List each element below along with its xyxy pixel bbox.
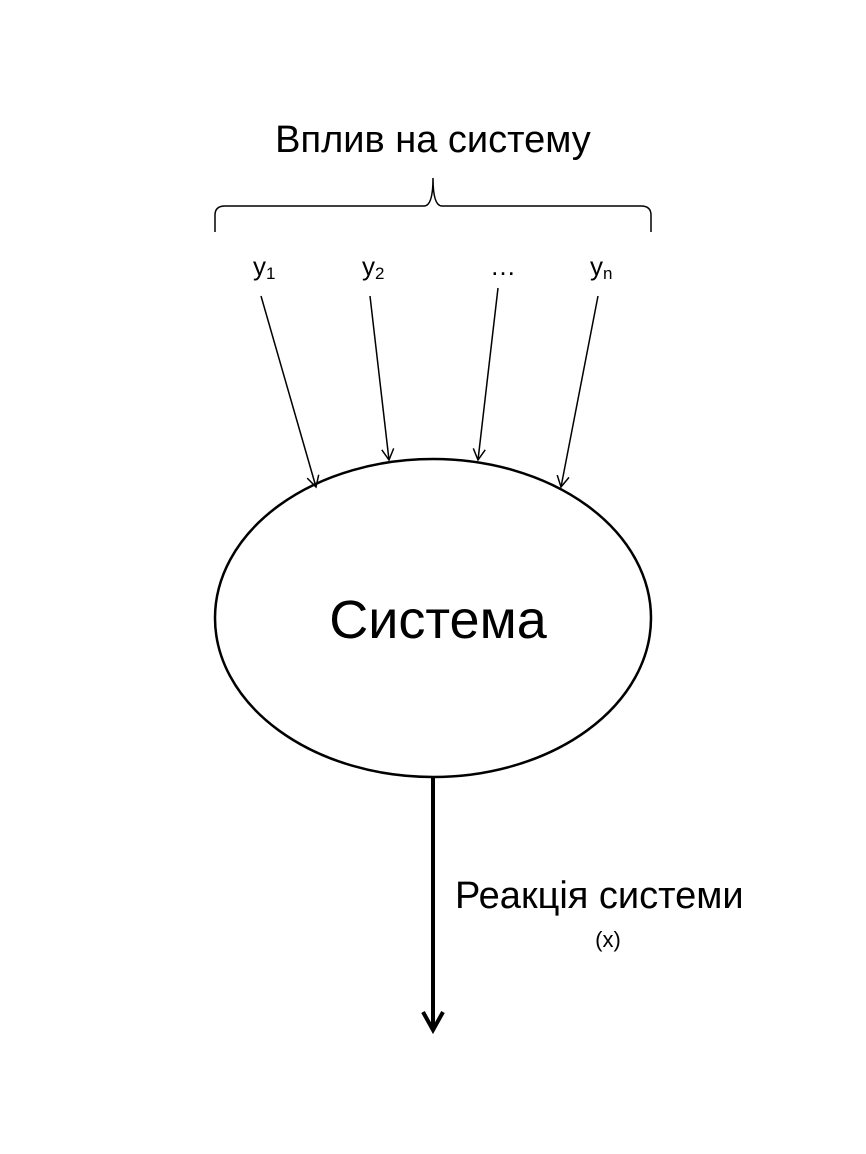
- influence-label: Вплив на систему: [275, 119, 591, 161]
- system-label: Система: [329, 590, 547, 650]
- reaction-label: Реакція системи: [455, 875, 744, 917]
- input-label-y1: y1: [253, 251, 275, 283]
- output-label: (x): [595, 927, 621, 952]
- input-label-y2: y2: [362, 251, 384, 283]
- input-arrow-yn: [556, 295, 599, 489]
- influence-brace: [214, 177, 652, 232]
- input-label-ellipsis: …: [490, 251, 516, 281]
- input-arrow-y1: [260, 295, 320, 489]
- input-arrow-y2: [369, 295, 395, 462]
- input-arrow-ellipsis: [472, 287, 499, 462]
- output-arrowhead: [421, 1011, 445, 1035]
- input-label-yn: yn: [590, 251, 612, 283]
